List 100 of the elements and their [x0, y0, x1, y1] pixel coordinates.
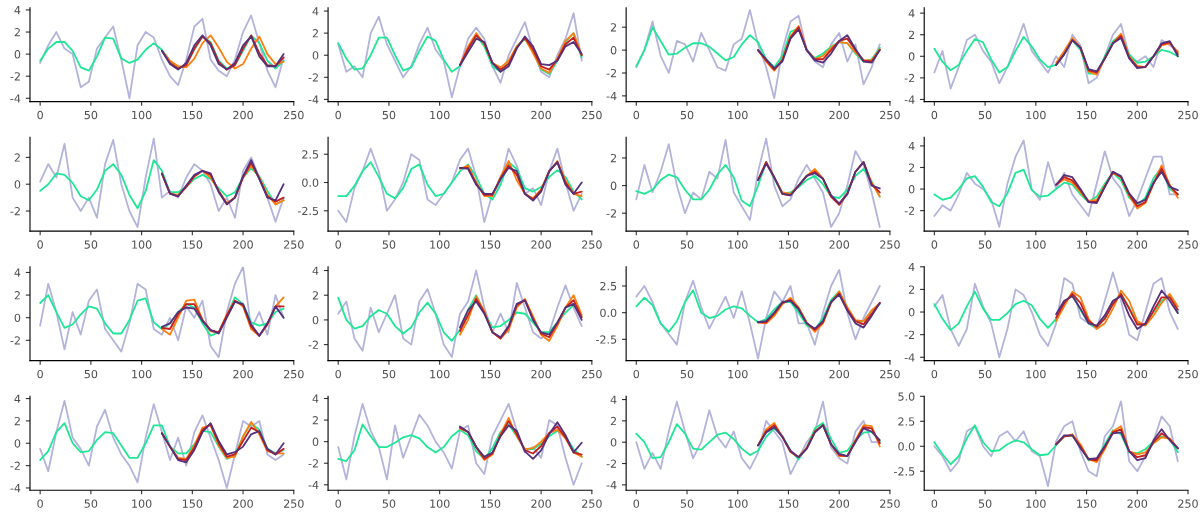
- x-tick-label: 100: [728, 240, 748, 249]
- y-tick-label: -4: [904, 95, 915, 104]
- x-tick-label: 200: [829, 240, 850, 249]
- x-tick-label: 50: [382, 499, 396, 508]
- y-tick-label: 4: [908, 262, 915, 272]
- x-tick-label: 150: [182, 499, 203, 508]
- y-tick-label: -2.5: [595, 335, 617, 344]
- y-tick-label: -2: [10, 461, 20, 470]
- y-tick-label: -4: [308, 95, 319, 104]
- y-tick-label: -2: [308, 73, 318, 82]
- x-tick-label: 250: [880, 499, 900, 508]
- x-tick-label: 100: [728, 369, 748, 379]
- y-tick-label: 2: [14, 416, 20, 426]
- x-tick-label: 100: [1026, 369, 1046, 379]
- y-tick-label: 0: [312, 315, 319, 325]
- y-tick-label: 4: [610, 395, 617, 404]
- y-tick-label: 2: [312, 416, 318, 425]
- x-tick-label: 250: [283, 369, 304, 379]
- x-tick-label: 50: [978, 240, 992, 249]
- x-tick-label: 50: [84, 240, 98, 249]
- x-tick-label: 200: [1127, 110, 1148, 120]
- y-tick-label: 2: [14, 28, 20, 37]
- x-tick-label: 50: [382, 369, 396, 379]
- y-tick-label: -4: [904, 353, 915, 362]
- x-tick-label: 100: [430, 240, 450, 249]
- y-tick-label: 5.0: [898, 392, 915, 401]
- y-tick-label: 2: [908, 163, 915, 172]
- y-tick-label: 0.0: [302, 178, 319, 187]
- y-tick-label: -4: [606, 92, 617, 101]
- x-tick-label: 150: [779, 240, 799, 249]
- x-tick-label: 200: [1127, 499, 1148, 508]
- x-tick-label: 0: [931, 240, 938, 249]
- x-tick-label: 250: [880, 369, 900, 379]
- y-tick-label: 4: [908, 9, 915, 18]
- x-tick-label: 50: [978, 369, 992, 379]
- x-tick-label: 200: [829, 369, 850, 379]
- x-tick-label: 200: [1127, 369, 1148, 379]
- x-tick-label: 150: [779, 369, 799, 379]
- y-tick-label: 4: [312, 7, 319, 16]
- x-tick-label: 200: [531, 499, 551, 508]
- x-tick-label: 100: [430, 369, 450, 379]
- x-tick-label: 0: [633, 499, 640, 508]
- y-tick-label: 0: [908, 308, 915, 317]
- y-tick-label: 2: [14, 291, 20, 300]
- x-tick-label: 0: [633, 240, 640, 249]
- x-tick-label: 100: [132, 369, 152, 379]
- y-tick-label: -2.5: [894, 467, 915, 476]
- x-tick-label: 0: [335, 369, 342, 379]
- y-tick-label: 4: [908, 142, 915, 151]
- x-tick-label: 0: [335, 240, 342, 249]
- x-tick-label: 250: [1178, 369, 1198, 379]
- x-tick-label: 250: [582, 499, 602, 508]
- x-tick-label: 200: [531, 110, 551, 120]
- x-tick-label: 250: [582, 369, 602, 379]
- x-tick-label: 0: [931, 499, 938, 508]
- x-tick-label: 0: [37, 369, 43, 379]
- y-tick-label: 4: [14, 6, 21, 15]
- x-tick-label: 150: [481, 110, 501, 120]
- x-tick-label: 250: [1178, 240, 1198, 249]
- x-tick-label: 100: [430, 499, 450, 508]
- x-tick-label: 250: [283, 499, 304, 508]
- x-tick-label: 0: [37, 110, 43, 120]
- y-tick-label: 0: [908, 52, 915, 61]
- x-tick-label: 0: [37, 240, 43, 249]
- x-tick-label: 150: [1077, 110, 1097, 120]
- y-tick-label: 2: [908, 285, 915, 294]
- y-tick-label: -4: [10, 94, 21, 103]
- x-tick-label: 200: [233, 499, 253, 508]
- x-tick-label: 50: [978, 499, 992, 508]
- x-tick-label: 150: [182, 369, 203, 379]
- x-tick-label: 150: [481, 499, 501, 508]
- x-tick-label: 100: [728, 499, 748, 508]
- x-tick-label: 0: [335, 110, 342, 120]
- y-tick-label: -2: [606, 459, 617, 468]
- x-tick-label: 100: [132, 499, 152, 508]
- x-tick-label: 100: [132, 240, 152, 249]
- y-tick-label: 0: [14, 50, 21, 59]
- x-tick-label: 200: [531, 240, 551, 249]
- x-tick-label: 0: [633, 369, 640, 379]
- x-tick-label: 100: [132, 110, 152, 120]
- x-tick-label: 50: [978, 110, 992, 120]
- y-tick-label: -2: [606, 209, 617, 218]
- y-tick-label: -2: [10, 336, 20, 345]
- x-tick-label: 150: [182, 240, 203, 249]
- x-tick-label: 250: [582, 110, 602, 120]
- y-tick-label: 0: [610, 181, 617, 190]
- y-tick-label: 0: [312, 51, 319, 60]
- x-tick-label: 50: [382, 240, 396, 249]
- x-tick-label: 150: [779, 110, 799, 120]
- x-tick-label: 250: [283, 110, 304, 120]
- y-tick-label: 0.0: [898, 442, 915, 451]
- x-tick-label: 250: [1178, 499, 1198, 508]
- y-tick-label: 0: [14, 439, 21, 448]
- x-tick-label: 0: [37, 499, 43, 508]
- x-tick-label: 50: [84, 110, 98, 120]
- y-tick-label: 0: [312, 437, 319, 447]
- x-tick-label: 0: [931, 110, 938, 120]
- y-tick-label: 2: [610, 23, 617, 32]
- x-tick-label: 0: [633, 110, 640, 120]
- y-tick-label: -2.5: [297, 206, 319, 216]
